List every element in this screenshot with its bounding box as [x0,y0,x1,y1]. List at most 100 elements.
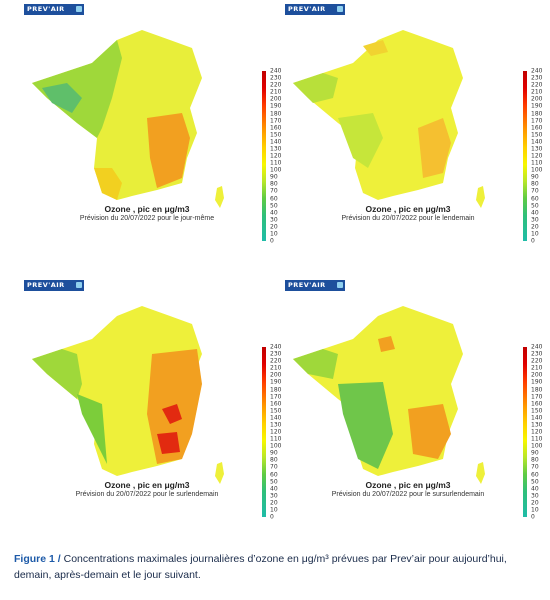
scale-tick-label: 170 [531,393,543,401]
map-subtitle: Prévision du 20/07/2022 pour le sursurle… [331,491,485,498]
scale-tick-label: 200 [531,95,543,103]
scale-tick-label: 70 [270,463,278,471]
scale-tick-label: 10 [531,506,539,514]
scale-tick-label: 120 [270,152,282,160]
scale-tick-label: 240 [270,67,282,75]
map-panel-today: PREV'AIR 240 230 220 210 200 190 180 170 160 150 1… [22,4,281,245]
scale-tick-label: 100 [531,442,543,450]
scale-tick-label: 100 [531,166,543,174]
scale-tick-label: 0 [270,513,274,521]
scale-tick-label: 180 [531,110,543,117]
prevair-logo: PREV'AIR [285,4,345,15]
scale-tick-label: 40 [270,209,278,217]
color-scale-bar [262,71,266,241]
france-ozone-map [32,306,224,484]
scale-tick-label: 70 [531,187,539,195]
scale-tick-label: 70 [531,463,539,471]
france-ozone-map [32,30,224,208]
scale-tick-label: 20 [270,223,278,231]
scale-tick-label: 50 [531,478,539,486]
scale-tick-label: 170 [270,393,282,401]
scale-tick-label: 160 [270,400,282,408]
scale-tick-label: 40 [531,485,539,493]
scale-tick-label: 110 [531,435,543,443]
scale-tick-label: 120 [531,428,543,436]
scale-tick-label: 20 [531,223,539,231]
scale-tick-label: 190 [270,378,282,386]
scale-tick-label: 210 [270,364,282,372]
scale-tick-label: 100 [270,442,282,450]
scale-tick-label: 210 [531,364,543,372]
map-title: Ozone , pic en μg/m3 [104,480,190,490]
scale-tick-label: 50 [531,202,539,210]
scale-tick-label: 130 [531,421,543,429]
scale-tick-label: 90 [531,449,539,457]
scale-tick-label: 210 [270,88,282,96]
scale-tick-label: 130 [531,145,543,153]
scale-tick-label: 120 [270,428,282,436]
scale-tick-label: 30 [531,492,539,500]
color-scale-bar [523,347,527,517]
scale-tick-label: 0 [270,237,274,245]
scale-tick-label: 10 [531,230,539,238]
scale-tick-label: 140 [270,138,282,146]
scale-tick-label: 140 [531,414,543,422]
scale-tick-label: 180 [270,386,282,393]
color-scale-bar [262,347,266,517]
scale-tick-label: 230 [270,74,282,82]
scale-tick-label: 30 [270,492,278,500]
scale-tick-label: 200 [270,371,282,379]
scale-tick-label: 0 [531,237,535,245]
map-panel-following-day: PREV'AIR 240 230 220 210 200 190 180 170 160 150 1… [283,280,542,521]
map-subtitle: Prévision du 20/07/2022 pour le jour-mêm… [79,215,215,222]
scale-tick-label: 10 [270,230,278,238]
scale-tick-label: 160 [531,400,543,408]
scale-tick-label: 60 [270,195,278,202]
scale-tick-label: 220 [270,357,282,365]
prevair-logo: PREV'AIR [285,280,345,291]
scale-tick-label: 240 [270,343,282,351]
scale-tick-label: 100 [270,166,282,174]
scale-tick-label: 90 [531,173,539,181]
scale-tick-label: 40 [531,209,539,217]
scale-tick-label: 60 [270,471,278,478]
france-ozone-map [293,306,485,484]
scale-tick-label: 110 [531,159,543,167]
figure-label: Figure 1 / [14,553,61,565]
color-scale: 240 230 220 210 200 190 180 170 160 150 140 130 120 1… [262,67,292,245]
scale-tick-label: 160 [270,124,282,132]
scale-tick-label: 160 [531,124,543,132]
scale-tick-label: 230 [531,350,543,358]
scale-tick-label: 20 [531,499,539,507]
map-panel-day-after: PREV'AIR 240 230 220 210 200 190 180 170 160 150 1… [22,280,281,521]
scale-tick-label: 80 [270,180,278,188]
scale-tick-label: 200 [270,95,282,103]
scale-tick-label: 230 [531,74,543,82]
color-scale: 240 230 220 210 200 190 180 170 160 150 140 130 120 1… [523,344,550,521]
scale-tick-label: 150 [531,407,543,415]
scale-tick-label: 50 [270,478,278,486]
scale-tick-label: 150 [270,407,282,415]
scale-tick-label: 110 [270,159,282,167]
scale-tick-label: 60 [531,195,539,202]
scale-tick-label: 190 [531,102,543,110]
scale-tick-label: 70 [270,187,278,195]
scale-tick-label: 90 [270,449,278,457]
scale-tick-label: 150 [270,131,282,139]
scale-tick-label: 210 [531,88,543,96]
prevair-logo: PREV'AIR [24,280,84,291]
color-scale-bar [523,71,527,241]
map-title: Ozone , pic en μg/m3 [104,204,190,214]
scale-tick-label: 190 [270,102,282,110]
scale-tick-label: 220 [270,81,282,89]
scale-tick-label: 110 [270,435,282,443]
scale-tick-label: 190 [531,378,543,386]
scale-tick-label: 0 [531,513,535,521]
map-title: Ozone , pic en μg/m3 [365,480,451,490]
scale-tick-label: 150 [531,131,543,139]
color-scale: 240 230 220 210 200 190 180 170 160 150 140 130 120 1… [523,68,550,245]
scale-tick-label: 230 [270,350,282,358]
scale-tick-label: 30 [270,216,278,224]
figure-caption: Figure 1 / Concentrations maximales jour… [14,551,539,583]
scale-tick-label: 130 [270,421,282,429]
